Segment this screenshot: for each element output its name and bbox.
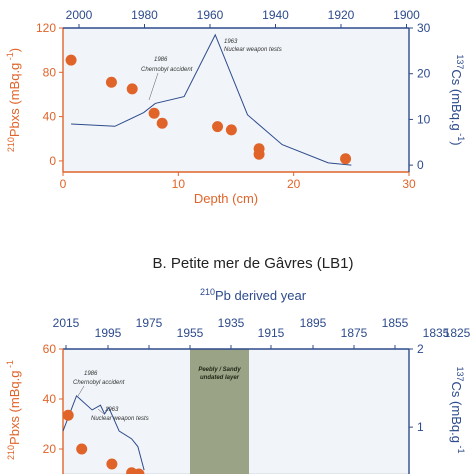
panel-b-pb210-point <box>62 409 74 421</box>
panel-a-left-axis-label: 210Pbxs (mBq.g -1) <box>5 48 22 152</box>
panel-a-x-tick-label: 10 <box>172 177 186 191</box>
panel-a-pb210-point <box>225 124 237 136</box>
panel-b-top-tick-label: 1855 <box>382 316 409 330</box>
panel-b-top-tick-label: 1835 <box>423 326 450 340</box>
panel-a-top-tick-label: 1960 <box>197 8 224 22</box>
panel-a-pb210-point <box>253 148 265 160</box>
panel-a-annotation-year: 1986 <box>154 57 168 63</box>
panel-a-left-tick-label: 80 <box>43 65 57 79</box>
panel-b-annotation-year: 1986 <box>84 371 98 377</box>
panel-a-right-tick-label: 30 <box>417 21 431 35</box>
panel-a-x-tick-label: 0 <box>60 177 67 191</box>
panel-a-top-tick-label: 1940 <box>262 8 289 22</box>
panel-b-top-tick-label: 1915 <box>258 326 285 340</box>
panel-b-top-tick-label: 1995 <box>95 326 122 340</box>
panel-b-annotation-label: Chernobyl accident <box>73 380 125 386</box>
panel-b-right-tick-label: 1 <box>417 420 424 434</box>
panel-b-annotation-leader <box>97 408 105 415</box>
panel-a-pb210-point <box>156 117 168 129</box>
panel-a-pb210-point <box>126 83 138 95</box>
panel-a-pb210-point <box>65 54 77 66</box>
panel-a-pb210-point <box>340 153 352 165</box>
panel-b-left-tick-label: 60 <box>43 342 57 356</box>
panel-a-top-tick-label: 1980 <box>131 8 158 22</box>
panel-a-cs137-line <box>71 33 352 166</box>
panel-b-top-tick-label: 1975 <box>136 316 163 330</box>
panel-a-annotation-label: Nuclear weapon tests <box>224 47 282 53</box>
panel-b-annotation-label: Nuclear weapon tests <box>91 416 149 422</box>
panel-b-pb210-point <box>133 468 145 474</box>
panel-a-top-tick-label: 1920 <box>328 8 355 22</box>
panel-b-cs137-line <box>62 395 145 471</box>
panel-b-pb210-point <box>106 458 118 470</box>
panel-a-pb210-point <box>212 121 224 133</box>
panel-a-left-tick-label: 40 <box>43 110 57 124</box>
panel-b-pb210-point <box>76 443 88 455</box>
panel-b-top-tick-label: 1935 <box>218 316 245 330</box>
panel-b-layer-label-line2: undated layer <box>200 375 240 381</box>
panel-b-right-tick-label: 2 <box>417 342 424 356</box>
panel-a-right-axis-label: 137Cs (mBq.g -1) <box>449 54 466 145</box>
panel-b-top-tick-label: 1875 <box>341 326 368 340</box>
panel-b-right-axis-label: 137Cs (mBq.g -1 <box>449 367 466 454</box>
panel-a-right-tick-label: 20 <box>417 67 431 81</box>
panel-a-x-tick-label: 20 <box>287 177 301 191</box>
panel-b-left-tick-label: 20 <box>43 442 57 456</box>
panel-b-title: B. Petite mer de Gâvres (LB1) <box>153 255 354 272</box>
panel-a-x-tick-label: 30 <box>402 177 416 191</box>
panel-a-annotation-label: Chernobyl accident <box>141 67 193 73</box>
panel-a-left-tick-label: 0 <box>49 154 56 168</box>
panel-b-layer-label-line1: Peebly / Sandy <box>198 367 241 373</box>
panel-a-top-tick-label: 2000 <box>66 8 93 22</box>
panel-b-top-tick-label: 1825 <box>444 326 471 340</box>
panel-a-plot-area <box>62 27 410 173</box>
panel-a-right-tick-label: 10 <box>417 112 431 126</box>
panel-b-left-tick-label: 40 <box>43 392 57 406</box>
panel-a-x-axis-label: Depth (cm) <box>194 191 258 206</box>
panel-b-top-axis-label: 210Pb derived year <box>200 287 307 303</box>
panel-b-undated-layer <box>190 349 249 474</box>
panel-a-pb210-point <box>105 76 117 88</box>
panel-b-annotation-leader <box>77 385 85 397</box>
panel-a-pb210-point <box>148 107 160 119</box>
panel-b-top-tick-label: 1955 <box>177 326 204 340</box>
panel-a-top-tick-label: 1900 <box>393 8 420 22</box>
panel-a-annotation-leader <box>148 72 159 101</box>
panel-a-annotation-year: 1963 <box>224 39 238 45</box>
panel-b-top-tick-label: 1895 <box>300 316 327 330</box>
panel-b-annotation-year: 1963 <box>105 407 119 413</box>
panel-b-top-tick-label: 2015 <box>53 316 80 330</box>
panel-a-right-tick-label: 0 <box>417 158 424 172</box>
panel-a-left-tick-label: 120 <box>36 21 56 35</box>
panel-b-left-axis-label: 210Pbxs (mBq.g -1 <box>5 360 22 460</box>
